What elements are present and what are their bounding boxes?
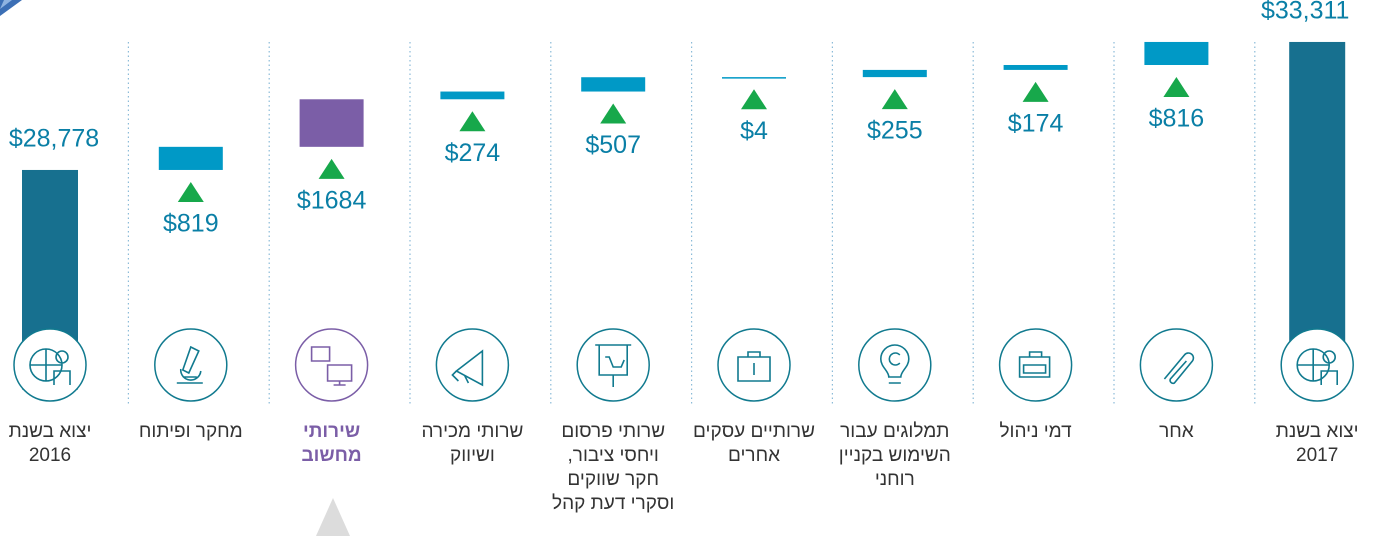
icon — [176, 345, 203, 384]
icon — [1018, 351, 1051, 378]
category-label: אחר — [1159, 421, 1194, 442]
icon — [310, 346, 353, 386]
icon-circle — [435, 328, 510, 402]
value-label: $255 — [867, 117, 923, 145]
increase-marker — [459, 111, 486, 132]
increase-marker — [881, 89, 908, 110]
delta-bar — [440, 91, 505, 100]
icon — [595, 344, 632, 387]
corner-decoration — [0, 0, 22, 16]
icon-shape — [176, 345, 203, 384]
increase-marker — [741, 89, 767, 110]
category-label: חקר שווקים — [567, 469, 659, 490]
category-label: רוחני — [875, 469, 915, 490]
category-label: וסקרי דעת קהל — [552, 493, 674, 514]
category-label: שרותי מכירה — [421, 421, 523, 442]
category-label: שרותיים עסקים — [693, 421, 815, 442]
icon — [880, 344, 910, 384]
category-label: שרותי פרסום — [561, 421, 665, 442]
category-label: 2016 — [29, 445, 71, 466]
icon — [29, 348, 71, 385]
category-label: תמלוגים עבור — [840, 421, 949, 442]
category-label: 2017 — [1296, 445, 1338, 466]
icon — [1296, 348, 1338, 385]
icon-shape — [1296, 348, 1338, 385]
icon-shape — [1163, 352, 1195, 385]
delta-bar — [299, 99, 364, 147]
category-label: יצוא בשנת — [9, 421, 92, 442]
category-label: השימוש בקניין — [839, 445, 951, 466]
icon — [737, 351, 771, 382]
category-label: ושיווק — [450, 445, 495, 466]
value-label: $507 — [585, 131, 641, 159]
increase-marker — [600, 103, 627, 124]
pointer — [316, 498, 350, 536]
increase-marker — [1022, 81, 1049, 102]
icon — [1163, 352, 1195, 385]
category-label: מחשוב — [301, 445, 361, 466]
icon-shape — [1018, 351, 1051, 378]
value-label: $819 — [163, 210, 219, 238]
category-label: יצוא בשנת — [1276, 421, 1359, 442]
increase-marker — [318, 158, 345, 179]
icon-circle — [154, 328, 228, 402]
delta-bar — [1144, 41, 1209, 65]
category-label: מחקר ופיתוח — [139, 421, 243, 442]
increase-marker — [1163, 76, 1190, 97]
value-label: $174 — [1008, 110, 1064, 138]
increase-marker — [177, 181, 204, 202]
value-label: $274 — [445, 139, 501, 167]
value-label: $1684 — [297, 186, 367, 214]
icon-shape — [310, 346, 353, 386]
delta-bar — [862, 69, 927, 78]
category-label: שירותי — [303, 421, 360, 442]
value-label: $33,311 — [1261, 0, 1350, 25]
category-label: אחרים — [728, 445, 780, 466]
value-label: $816 — [1149, 105, 1205, 133]
delta-bar — [158, 146, 223, 170]
delta-bar — [1003, 64, 1068, 70]
delta-bar — [581, 77, 646, 92]
icon-shape — [29, 348, 71, 385]
delta-bar — [722, 77, 786, 79]
icon-shape — [451, 349, 484, 387]
category-label: ויחסי ציבור, — [568, 445, 659, 466]
value-label: $4 — [740, 117, 768, 145]
value-label: $28,778 — [9, 125, 99, 153]
icon — [451, 349, 484, 387]
icon-shape — [880, 344, 910, 384]
icon-shape — [737, 351, 771, 382]
icon-shape — [595, 344, 632, 387]
category-label: דמי ניהול — [999, 421, 1072, 442]
